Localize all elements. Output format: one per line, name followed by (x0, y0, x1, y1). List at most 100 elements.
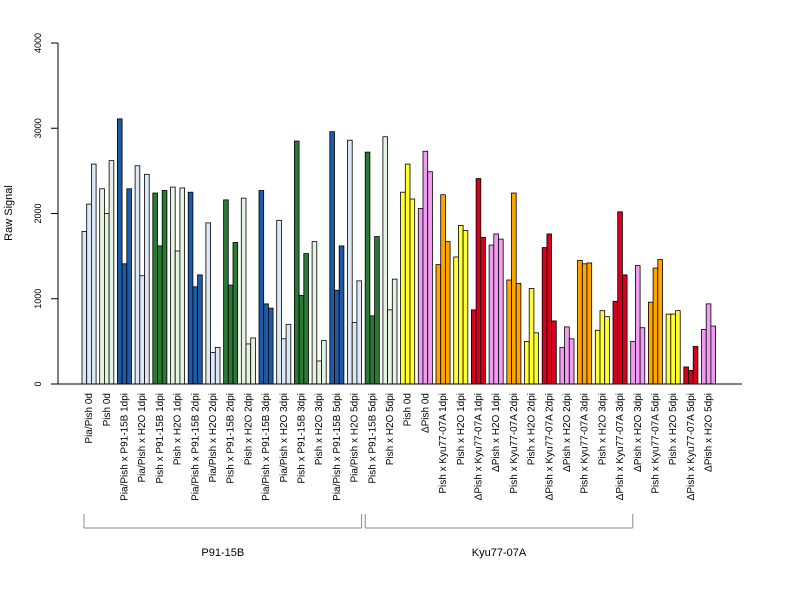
y-axis-label: Raw Signal (3, 185, 15, 241)
x-tick-label: Pish x P91-15B 5dpi (367, 393, 378, 484)
bar (81, 231, 88, 385)
bar (480, 236, 486, 385)
x-tick-label: Pish x P91-15B 2dpi (226, 393, 237, 484)
bar (157, 245, 163, 385)
x-tick-label: ΔPish x Kyu77-07A 3dpi (615, 393, 626, 500)
y-tick-label: 1000 (33, 289, 43, 309)
bar (298, 294, 305, 385)
bar (541, 247, 548, 385)
bar (683, 366, 689, 385)
bar (457, 225, 464, 385)
x-tick-label: Pia/Pish x H2O 2dpi (208, 393, 219, 483)
bar (427, 171, 433, 385)
x-tick-label: Pish x H2O 5dpi (385, 393, 396, 465)
bar (321, 340, 327, 385)
bar (444, 241, 451, 385)
bar (152, 192, 158, 385)
bar (630, 340, 636, 385)
bar (568, 338, 575, 385)
x-tick-label: ΔPish x Kyu77-07A 5dpi (686, 393, 697, 500)
bar (635, 265, 641, 385)
bar (334, 289, 340, 385)
bar (161, 190, 168, 385)
bar (400, 191, 406, 385)
bar (382, 136, 388, 385)
bar (705, 303, 712, 385)
bar (391, 278, 398, 385)
x-tick-label: Pish x H2O 2dpi (243, 393, 254, 465)
bar (276, 219, 282, 385)
bar (293, 140, 300, 385)
bar (121, 263, 128, 385)
bar (187, 191, 194, 385)
y-tick-label: 3000 (33, 118, 43, 138)
y-tick-label: 2000 (33, 203, 43, 223)
x-tick-label: Pish x H2O 5dpi (668, 393, 679, 465)
bar (263, 303, 269, 385)
bar (285, 323, 292, 385)
group-brackets: P91-15B Kyu77-07A (83, 514, 634, 559)
bar (86, 203, 92, 385)
bar (104, 213, 110, 385)
x-tick-label: Pish 0d (403, 393, 414, 426)
bar (374, 236, 380, 385)
y-tick-label: 0 (33, 381, 43, 386)
x-tick-label: Pish x P91-15B 1dpi (155, 393, 166, 484)
bar (387, 309, 393, 385)
bar (311, 241, 318, 385)
bar (488, 244, 495, 385)
group-label: P91-15B (201, 547, 244, 559)
bar (493, 233, 499, 385)
x-tick-label: Pia/Pish x H2O 5dpi (350, 393, 361, 483)
bar (533, 332, 540, 385)
bar (599, 310, 606, 385)
bar (546, 233, 553, 385)
bar (604, 316, 610, 385)
bar (134, 165, 141, 385)
x-tick-label: Pish x H2O 2dpi (527, 393, 538, 465)
bar (475, 178, 482, 385)
x-tick-label: Pish x Kyu77-07A 3dpi (580, 393, 591, 494)
x-tick-label: Pish x Kyu77-07A 2dpi (509, 393, 520, 494)
bar (91, 163, 97, 385)
bar (126, 188, 132, 385)
bar (612, 300, 619, 385)
bar (356, 280, 362, 385)
x-tick-label: Pish x H2O 3dpi (314, 393, 325, 465)
bar (515, 283, 522, 385)
bar (524, 340, 530, 385)
bar (214, 346, 221, 385)
bar (670, 313, 676, 385)
bar (617, 211, 623, 385)
bar (303, 253, 309, 385)
bar (351, 322, 358, 385)
bar (528, 288, 535, 385)
bar (99, 188, 105, 385)
bar (581, 263, 588, 385)
bar (316, 360, 322, 385)
x-tick-label: Pish x H2O 3dpi (597, 393, 608, 465)
bar (227, 284, 234, 385)
bar (210, 352, 216, 385)
x-tick-label: Pia/Pish x P91-15B 2dpi (190, 393, 201, 501)
bar (197, 274, 203, 385)
bar (192, 286, 198, 385)
bar (453, 256, 459, 385)
x-tick-label: Pia/Pish x P91-15B 5dpi (332, 393, 343, 501)
bar (223, 199, 229, 385)
x-tick-label: Pish x H2O 1dpi (456, 393, 467, 465)
x-tick-label: Pia/Pish x P91-15B 3dpi (261, 393, 272, 501)
bar (280, 338, 287, 385)
bar (417, 207, 424, 385)
x-tick-label: ΔPish x Kyu77-07A 2dpi (544, 393, 555, 500)
x-tick-label: Pia/Pish x P91-15B 1dpi (119, 393, 130, 501)
x-tick-label: ΔPish x H2O 3dpi (633, 393, 644, 472)
x-tick-label: Pia/Pish 0d (84, 393, 95, 444)
bars (81, 118, 717, 385)
group-label: Kyu77-07A (472, 547, 527, 559)
bar (409, 198, 416, 385)
bar (701, 329, 707, 385)
bar (174, 250, 181, 385)
bar (329, 131, 335, 385)
